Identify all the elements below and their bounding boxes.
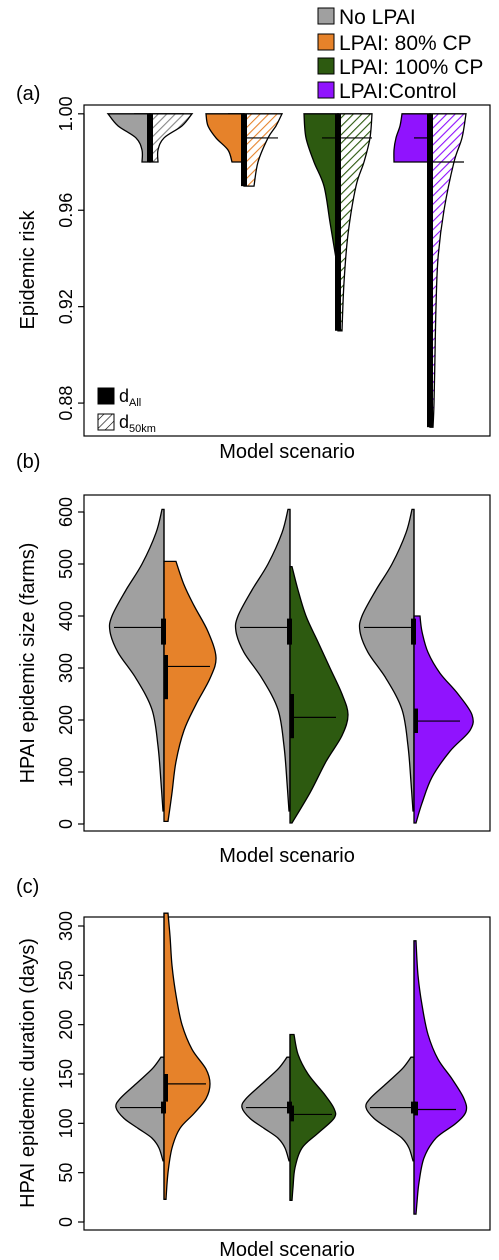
y-tick-label: 0: [56, 819, 76, 829]
panel-label-c: (c): [16, 876, 39, 898]
y-tick-label: 500: [56, 549, 76, 579]
violin-c-left-no-lpai: [365, 1056, 415, 1162]
legend-entry-lpai-100: LPAI: 100% CP: [317, 56, 483, 79]
legend-entry-lpai-80: LPAI: 80% CP: [317, 32, 472, 55]
inset-legend-a: dAll d50km: [97, 386, 156, 435]
violin-c-right-lpai-control: [413, 940, 468, 1215]
violins-b: [108, 508, 474, 824]
violin-b-right-lpai-control: [413, 615, 474, 824]
violin-b-left-no-lpai: [108, 508, 165, 812]
violin-c-left-no-lpai: [241, 1056, 291, 1162]
violin-a-left-lpai-100: [303, 113, 339, 260]
y-tick-label: 300: [56, 911, 76, 941]
violin-c-right-lpai-80: [163, 912, 211, 1200]
y-tick-label: 200: [56, 1010, 76, 1040]
right-bar-a-no-lpai: [147, 113, 153, 163]
iqr-right-b-lpai-100: [290, 694, 294, 739]
legend-swatch-no-lpai: [317, 7, 335, 25]
iqr-left-b-lpai-control: [411, 618, 416, 645]
legend-swatch-lpai-100: [317, 57, 335, 75]
y-tick-label: 150: [56, 1059, 76, 1089]
y-tick-label: 400: [56, 601, 76, 631]
violins-c: [115, 912, 468, 1215]
y-tick-label: 200: [56, 705, 76, 735]
right-bar-a-lpai-100: [335, 113, 341, 331]
y-tick-label: 50: [56, 1163, 76, 1183]
violin-a-right-no-lpai: [149, 113, 194, 163]
inset-swatch-solid: [97, 387, 115, 405]
inset-label-hatched: d50km: [119, 412, 156, 435]
legend-entry-lpai-control: LPAI:Control: [317, 80, 457, 103]
y-tick-label: 600: [56, 497, 76, 527]
panel-label-a: (a): [16, 83, 40, 105]
y-tick-label: 100: [56, 757, 76, 787]
right-bar-a-lpai-control: [427, 113, 433, 428]
y-tick-label: 0.96: [56, 193, 76, 228]
violin-a-right-lpai-80: [243, 113, 284, 187]
legend-swatch-lpai-80: [317, 33, 335, 51]
violins-a: [106, 113, 467, 428]
violin-a-left-no-lpai: [106, 113, 151, 163]
legend-swatch-lpai-control: [317, 81, 335, 99]
violin-b-right-lpai-100: [289, 565, 349, 824]
violin-c-right-lpai-100: [289, 1033, 337, 1201]
legend-entry-no-lpai: No LPAI: [317, 6, 416, 29]
iqr-right-c-lpai-80: [164, 1074, 168, 1102]
iqr-right-b-lpai-80: [164, 655, 168, 700]
x-axis-title-a: Model scenario: [219, 441, 355, 463]
x-axis-title-c: Model scenario: [219, 1239, 355, 1260]
right-bar-a-lpai-80: [241, 113, 247, 187]
y-tick-label: 0.88: [56, 386, 76, 421]
violin-a-left-lpai-80: [205, 113, 245, 163]
violin-c-left-no-lpai: [115, 1056, 165, 1162]
y-axis-title-a: Epidemic risk: [17, 210, 39, 330]
inset-label-solid: dAll: [119, 386, 141, 409]
violin-a-right-lpai-control: [429, 113, 467, 428]
y-axis-title-b: HPAI epidemic size (farms): [17, 543, 39, 784]
y-axis-ticks-c: 0 50 100 150 200 250 300: [56, 911, 85, 1227]
legend-label-lpai-80: LPAI: 80% CP: [339, 32, 472, 55]
y-tick-label: 1.00: [56, 96, 76, 131]
y-tick-label: 0: [56, 1217, 76, 1227]
x-axis-title-b: Model scenario: [219, 845, 355, 867]
violin-b-left-no-lpai: [358, 508, 415, 812]
legend-label-lpai-100: LPAI: 100% CP: [339, 56, 483, 79]
y-tick-label: 100: [56, 1108, 76, 1138]
violin-b-left-no-lpai: [234, 508, 291, 812]
iqr-right-c-lpai-100: [290, 1105, 294, 1122]
y-axis-title-c: HPAI epidemic duration (days): [17, 938, 39, 1208]
iqr-left-b-lpai-100: [287, 618, 292, 645]
inset-swatch-hatched: [97, 413, 115, 431]
iqr-left-b-lpai-80: [161, 618, 166, 645]
legend-label-no-lpai: No LPAI: [339, 6, 416, 29]
y-tick-label: 250: [56, 960, 76, 990]
y-tick-label: 300: [56, 653, 76, 683]
violin-a-left-lpai-control: [393, 113, 431, 163]
violin-a-right-lpai-100: [337, 113, 373, 332]
violin-b-right-lpai-80: [163, 560, 217, 823]
iqr-right-c-lpai-control: [414, 1101, 418, 1116]
y-axis-ticks-a: 0.88 0.92 0.96 1.00: [56, 96, 85, 421]
panel-label-b: (b): [16, 451, 40, 473]
y-tick-label: 0.92: [56, 289, 76, 324]
y-axis-ticks-b: 0 100 200 300 400 500 600: [56, 497, 85, 829]
legend-label-lpai-control: LPAI:Control: [339, 80, 457, 103]
legend: No LPAI LPAI: 80% CP LPAI: 100% CP LPAI:…: [317, 6, 483, 103]
